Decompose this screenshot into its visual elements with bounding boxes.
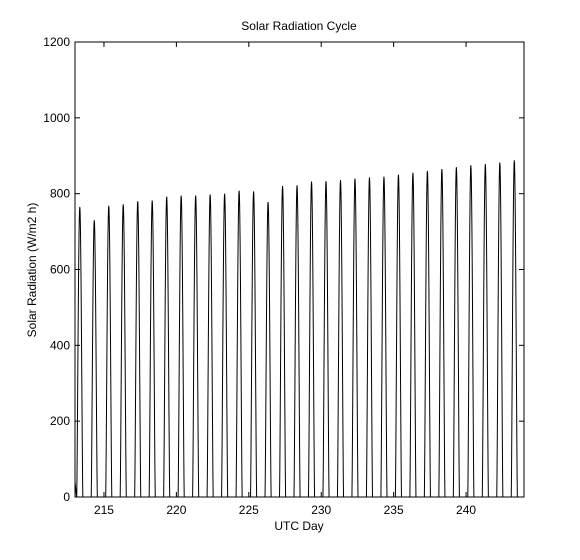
y-tick-label: 600 — [50, 263, 70, 277]
y-tick-label: 400 — [50, 338, 70, 352]
y-axis-ticks: 0 200 400 600 800 1000 1200 — [43, 35, 524, 504]
x-axis-ticks: 215 220 225 230 235 240 — [94, 42, 476, 517]
x-tick-label: 215 — [94, 503, 114, 517]
x-tick-label: 225 — [239, 503, 259, 517]
series-line — [74, 160, 524, 498]
series-layer — [74, 160, 524, 498]
x-tick-label: 230 — [311, 503, 331, 517]
x-tick-label: 240 — [456, 503, 476, 517]
x-tick-label: 235 — [384, 503, 404, 517]
y-tick-label: 800 — [50, 187, 70, 201]
y-tick-label: 0 — [63, 490, 70, 504]
x-axis-label: UTC Day — [274, 519, 323, 533]
y-tick-label: 1200 — [43, 35, 70, 49]
x-tick-label: 220 — [166, 503, 186, 517]
y-tick-label: 1000 — [43, 111, 70, 125]
y-axis-label: Solar Radiation (W/m2 h) — [25, 203, 39, 338]
plot-area: 215 220 225 230 235 240 0 200 400 600 800 1000 1200 — [43, 35, 525, 517]
chart-title: Solar Radiation Cycle — [241, 19, 357, 33]
y-tick-label: 200 — [50, 414, 70, 428]
